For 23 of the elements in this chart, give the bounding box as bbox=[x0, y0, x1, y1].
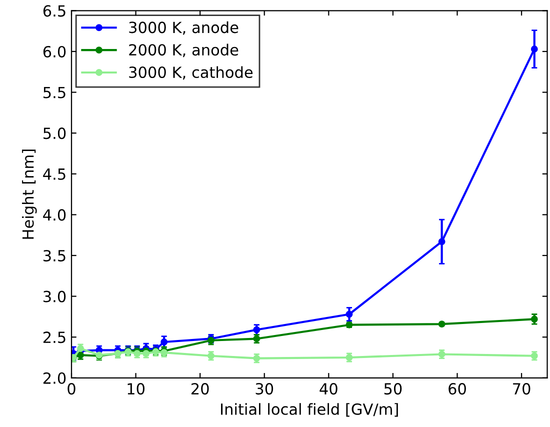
y-tick-label: 2.5 bbox=[43, 332, 66, 344]
x-axis-title: Initial local field [GV/m] bbox=[221, 403, 398, 417]
x-tick-label: 10 bbox=[128, 383, 144, 395]
y-tick-label: 3.5 bbox=[44, 250, 66, 262]
y-tick-label: 4.0 bbox=[43, 209, 66, 221]
legend-label: 2000 K, anode bbox=[129, 44, 238, 58]
y-axis-title: Height [nm] bbox=[22, 150, 37, 239]
y-tick-label: 2.0 bbox=[43, 372, 66, 384]
x-tick-label: 60 bbox=[448, 383, 466, 395]
y-tick-label: 3.0 bbox=[44, 290, 66, 302]
y-tick-label: 6.5 bbox=[43, 5, 66, 17]
y-tick-label: 6.0 bbox=[43, 46, 66, 58]
x-tick-label: 70 bbox=[513, 383, 530, 395]
x-tick-label: 0 bbox=[68, 383, 76, 395]
y-tick-label: 4.5 bbox=[43, 168, 66, 180]
legend-label: 3000 K, cathode bbox=[129, 66, 253, 80]
x-tick-label: 40 bbox=[320, 383, 338, 395]
legend-label: 3000 K, anode bbox=[129, 21, 238, 35]
x-tick-label: 50 bbox=[384, 383, 402, 395]
y-tick-label: 5.0 bbox=[44, 128, 66, 140]
x-tick-label: 30 bbox=[256, 383, 274, 395]
x-tick-label: 20 bbox=[191, 383, 209, 395]
y-tick-label: 5.5 bbox=[44, 86, 66, 98]
